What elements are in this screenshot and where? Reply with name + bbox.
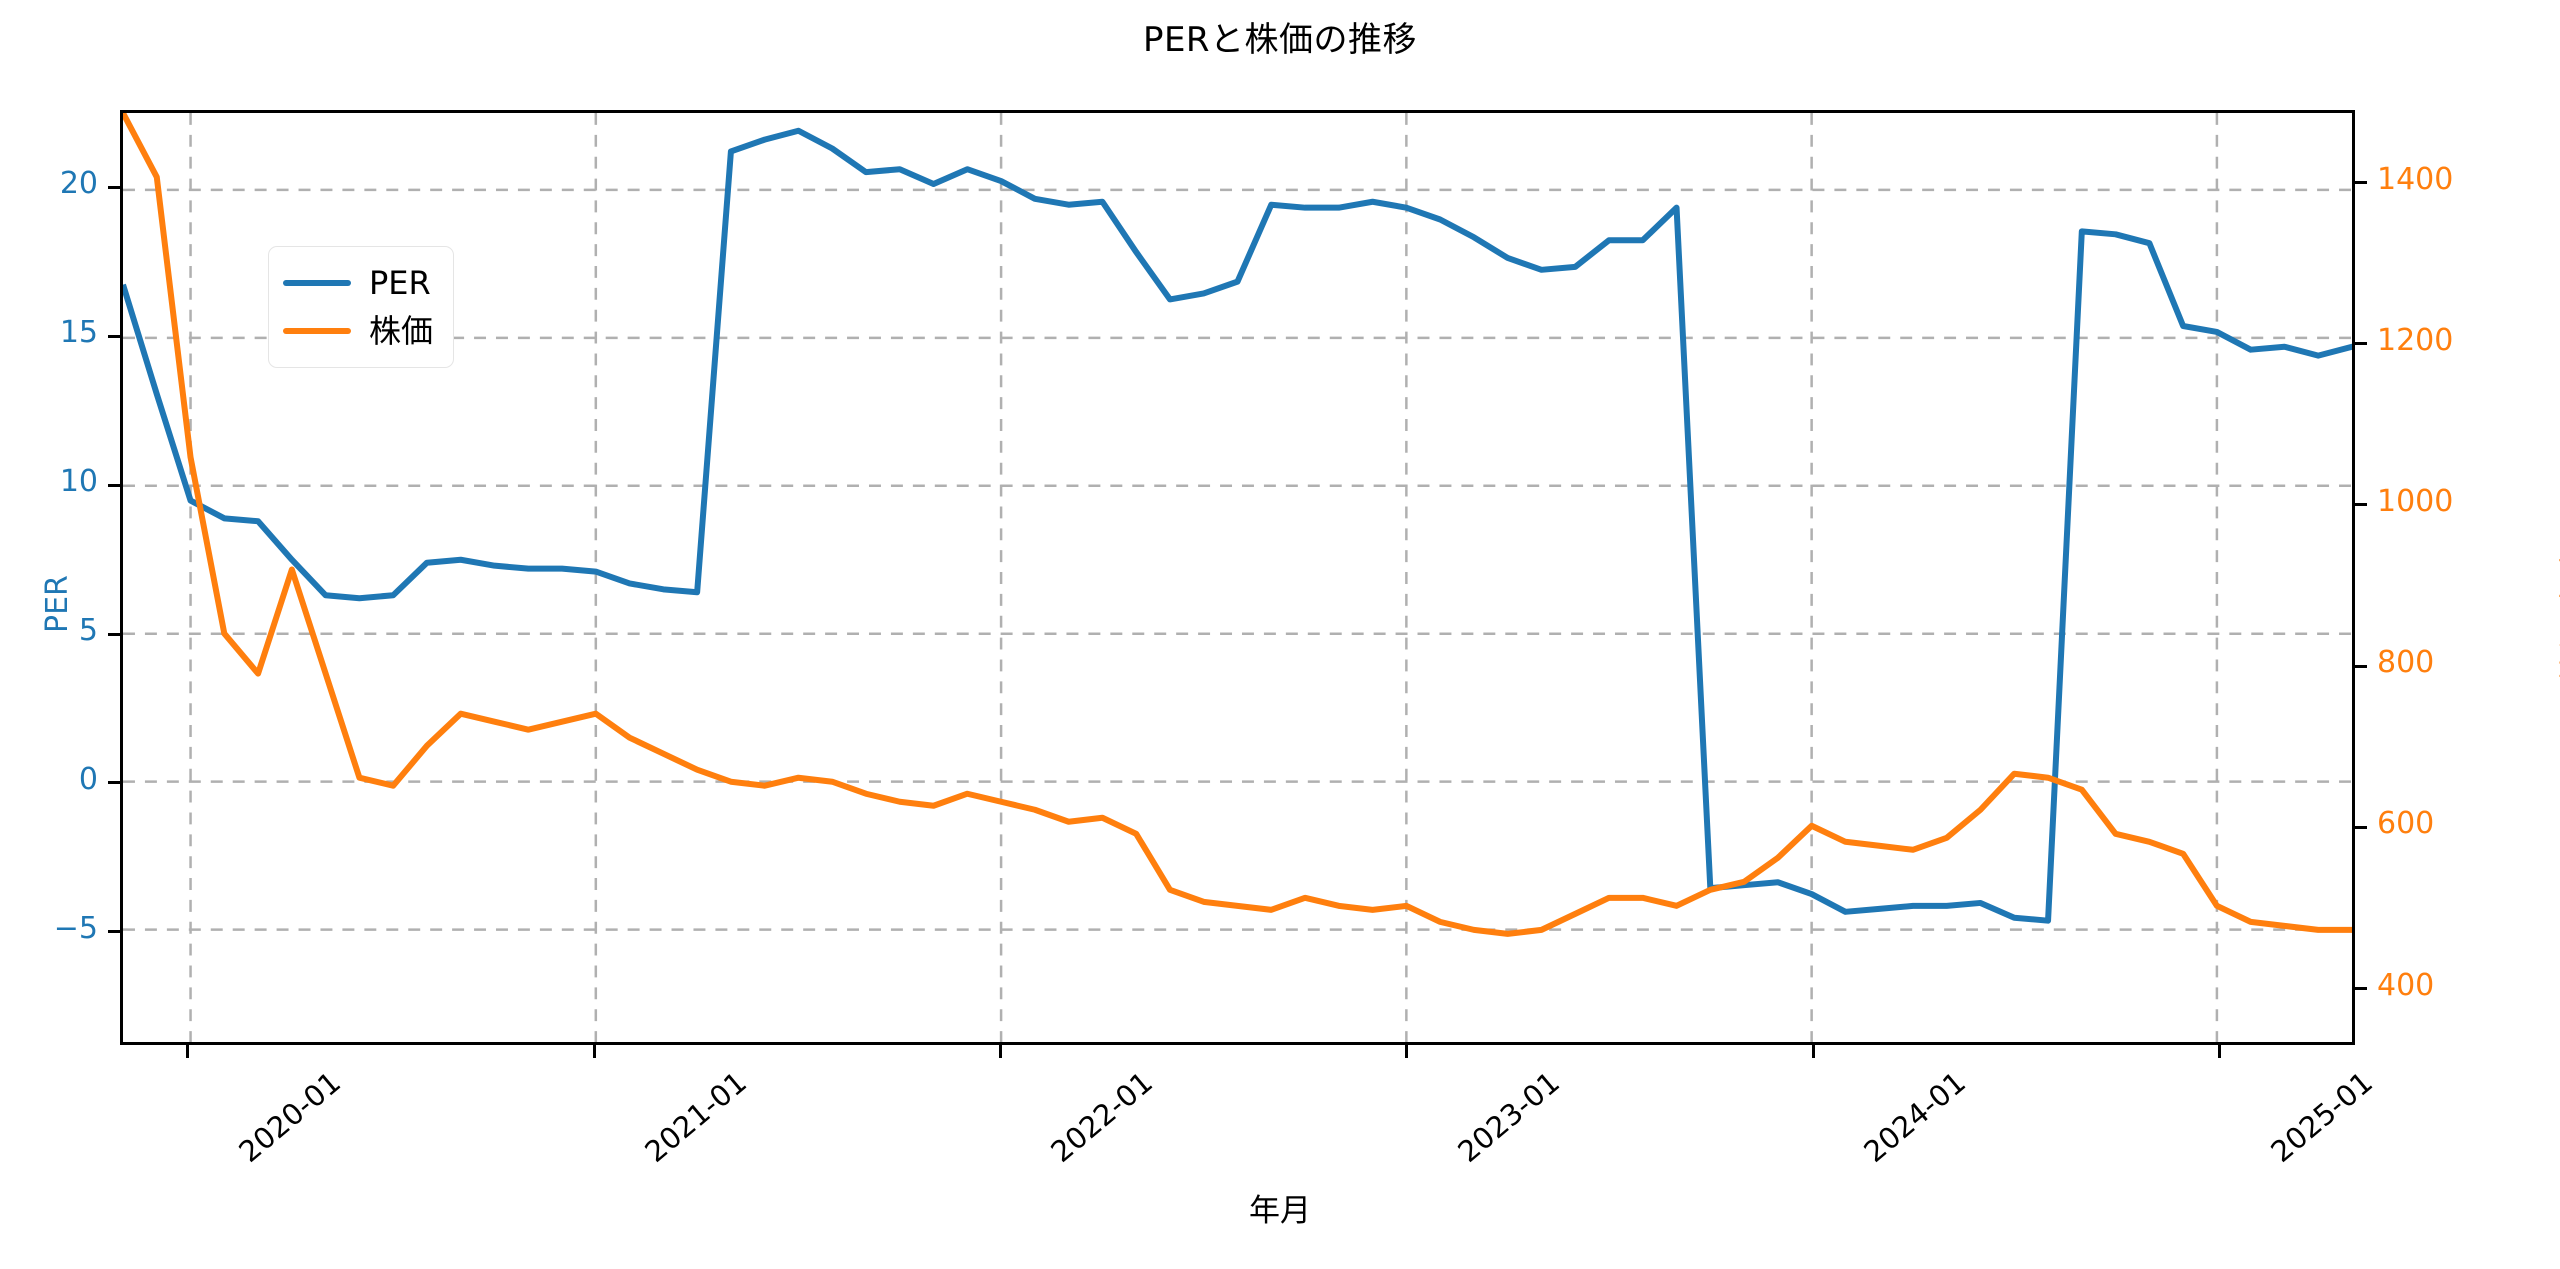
- y-tick-left-0: 0: [78, 761, 98, 797]
- chart-legend: PER 株価: [268, 246, 455, 368]
- chart-title: PERと株価の推移: [1142, 20, 1418, 60]
- x-tick-mark: [592, 1045, 596, 1058]
- y-tick-mark-left: [108, 781, 120, 785]
- y-tick-left-5: 5: [78, 613, 98, 649]
- y-tick-right-1400: 1400: [2377, 161, 2454, 197]
- x-tick-2024-01: 2024-01: [1857, 1065, 1973, 1169]
- y-tick-mark-left: [108, 334, 120, 338]
- legend-label-kabuka: 株価: [369, 312, 434, 350]
- legend-swatch-per: [283, 280, 351, 286]
- y-tick-mark-left: [108, 632, 120, 636]
- y-tick-right-600: 600: [2377, 806, 2435, 842]
- y-tick-left-10: 10: [59, 464, 98, 500]
- x-tick-2021-01: 2021-01: [638, 1065, 754, 1169]
- x-tick-mark: [1405, 1045, 1409, 1058]
- y-tick-left-20: 20: [59, 166, 98, 202]
- y-tick-mark-right: [2355, 181, 2367, 185]
- x-axis-label: 年月: [1249, 1193, 1311, 1229]
- x-tick-2020-01: 2020-01: [232, 1065, 347, 1169]
- x-tick-2025-01: 2025-01: [2263, 1065, 2379, 1169]
- series-line-kabuka: [123, 113, 2352, 978]
- y-tick-mark-right: [2355, 342, 2367, 346]
- data-lines-layer: [123, 113, 2352, 1042]
- legend-item-kabuka: 株価: [283, 307, 433, 355]
- y-tick-left-15: 15: [59, 315, 98, 351]
- x-tick-mark: [998, 1045, 1002, 1058]
- y-axis-right-label: 株価（円）: [2558, 532, 2560, 683]
- y-tick-mark-right: [2355, 825, 2367, 829]
- plot-area: PER 株価: [120, 110, 2355, 1045]
- y-tick-left--5: −5: [53, 910, 98, 946]
- legend-label-per: PER: [369, 264, 431, 302]
- x-tick-mark: [1811, 1045, 1815, 1058]
- y-tick-mark-right: [2355, 503, 2367, 507]
- y-tick-mark-right: [2355, 664, 2367, 668]
- y-tick-right-800: 800: [2377, 645, 2435, 681]
- series-line-per: [123, 131, 2352, 1027]
- y-tick-mark-right: [2355, 987, 2367, 991]
- y-tick-mark-left: [108, 930, 120, 934]
- y-tick-mark-left: [108, 185, 120, 189]
- y-tick-right-1200: 1200: [2377, 322, 2454, 358]
- y-tick-right-1000: 1000: [2377, 483, 2454, 519]
- legend-swatch-kabuka: [283, 328, 351, 334]
- x-tick-2023-01: 2023-01: [1451, 1065, 1566, 1169]
- y-axis-left-label: PER: [40, 574, 75, 633]
- legend-item-per: PER: [283, 259, 433, 307]
- x-tick-mark: [186, 1045, 190, 1058]
- grid-layer: [123, 113, 2352, 1042]
- x-tick-mark: [2218, 1045, 2222, 1058]
- y-tick-mark-left: [108, 483, 120, 487]
- y-tick-right-400: 400: [2377, 967, 2435, 1003]
- x-tick-2022-01: 2022-01: [1044, 1065, 1160, 1169]
